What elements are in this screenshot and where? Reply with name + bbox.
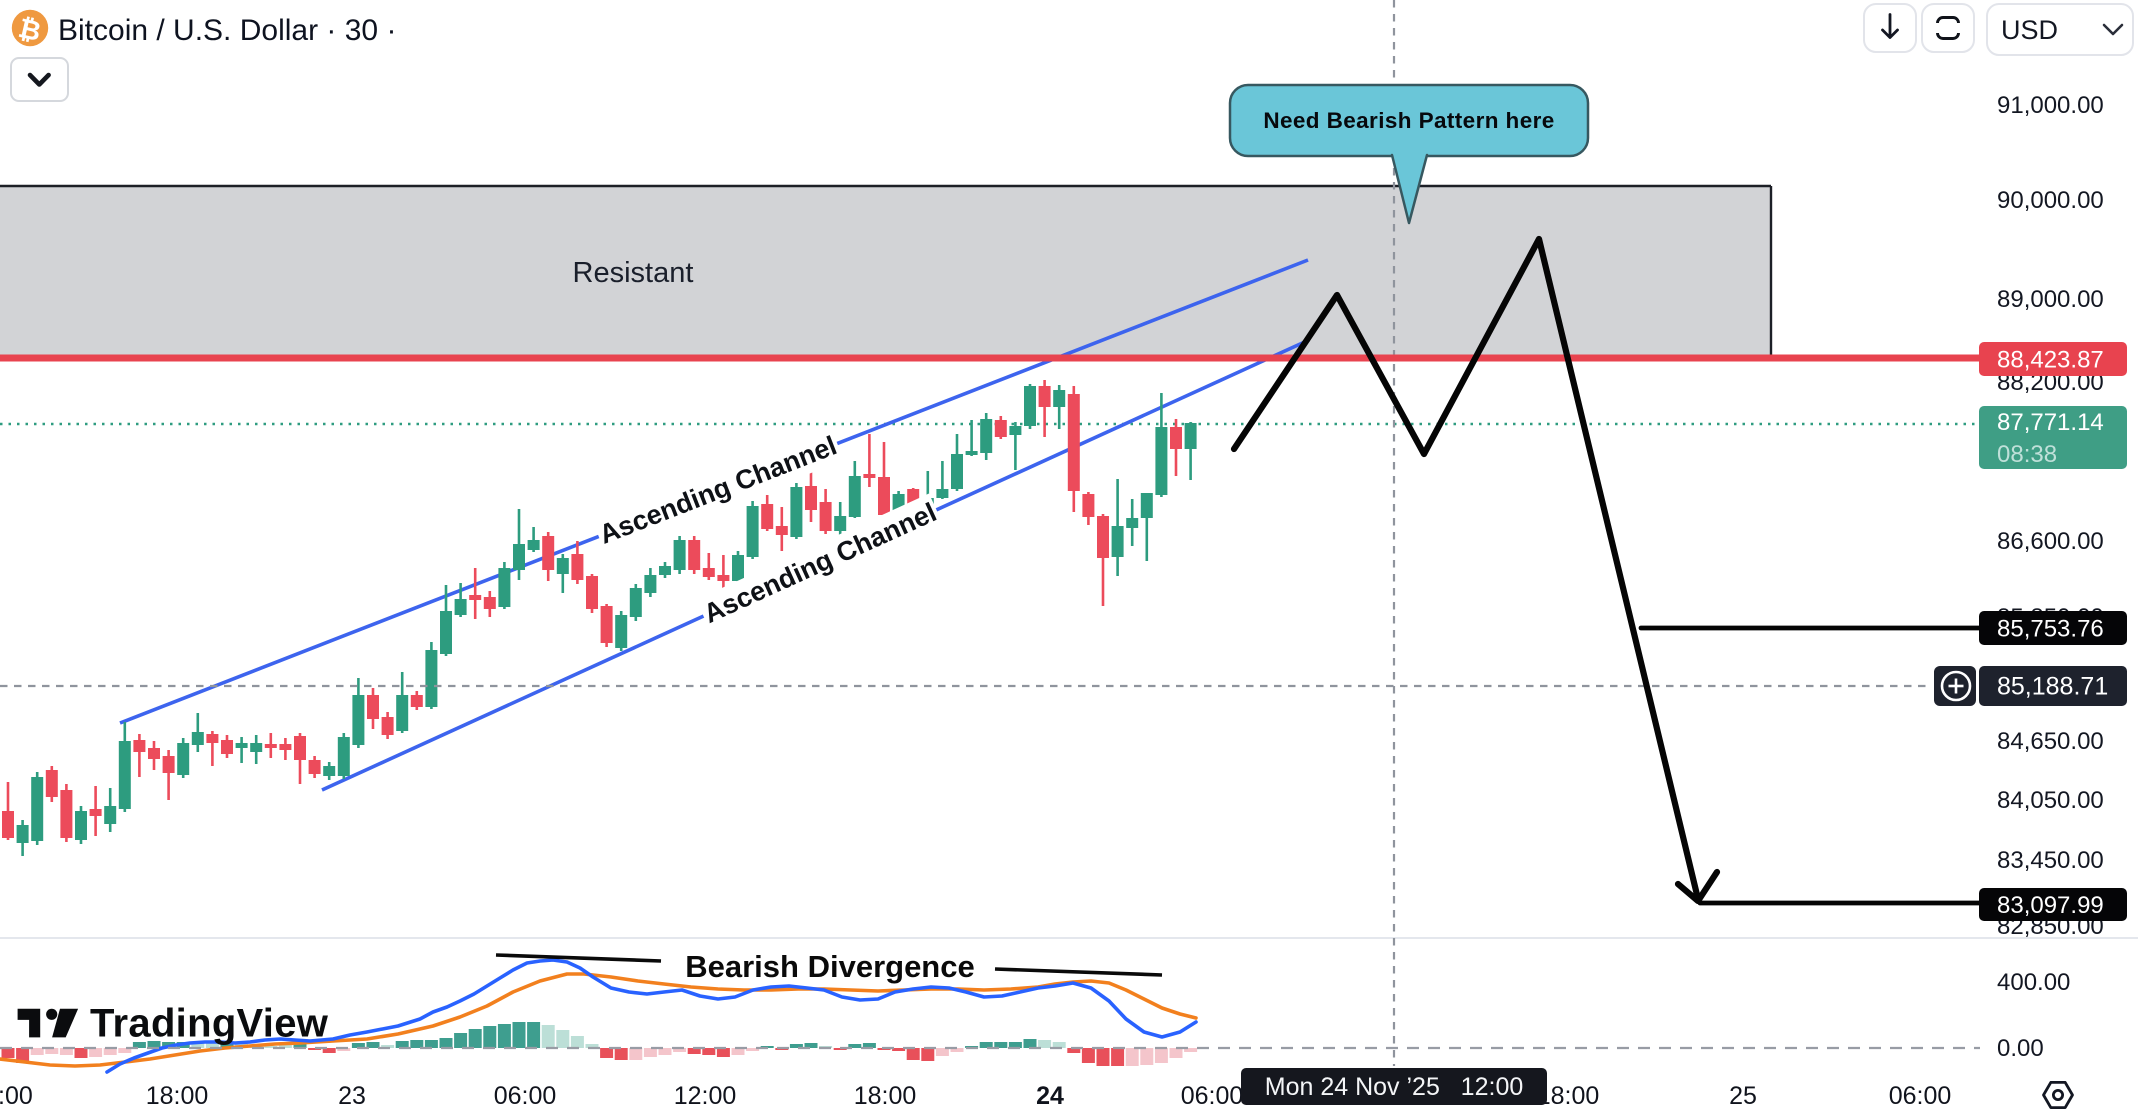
- svg-text:12:00: 12:00: [674, 1082, 737, 1110]
- svg-text:90,000.00: 90,000.00: [1997, 187, 2104, 214]
- svg-text:89,000.00: 89,000.00: [1997, 286, 2104, 313]
- svg-text:85,188.71: 85,188.71: [1997, 673, 2108, 701]
- svg-text:400.00: 400.00: [1997, 969, 2070, 996]
- svg-text:06:00: 06:00: [494, 1082, 557, 1110]
- svg-text:83,450.00: 83,450.00: [1997, 847, 2104, 874]
- svg-text:Need Bearish Pattern here: Need Bearish Pattern here: [1263, 108, 1554, 133]
- svg-text:87,771.14: 87,771.14: [1997, 409, 2104, 436]
- svg-text:08:38: 08:38: [1997, 441, 2057, 468]
- svg-text:86,600.00: 86,600.00: [1997, 528, 2104, 555]
- svg-text:18:00: 18:00: [1537, 1082, 1600, 1110]
- svg-text:84,650.00: 84,650.00: [1997, 728, 2104, 755]
- svg-text:24: 24: [1036, 1082, 1064, 1110]
- svg-text:85,753.76: 85,753.76: [1997, 616, 2104, 643]
- svg-text:Resistant: Resistant: [573, 257, 694, 289]
- svg-text:06:00: 06:00: [1181, 1082, 1244, 1110]
- svg-text:Mon 24 Nov ’25 12:00: Mon 24 Nov ’25 12:00: [1265, 1073, 1524, 1101]
- svg-text:23: 23: [338, 1082, 366, 1110]
- svg-text:18:00: 18:00: [854, 1082, 917, 1110]
- svg-text:06:00: 06:00: [1889, 1082, 1952, 1110]
- svg-text:83,097.99: 83,097.99: [1997, 892, 2104, 919]
- svg-text:0.00: 0.00: [1997, 1035, 2044, 1062]
- svg-text:91,000.00: 91,000.00: [1997, 92, 2104, 119]
- svg-text:Bitcoin / U.S. Dollar · 30 ·: Bitcoin / U.S. Dollar · 30 ·: [58, 14, 396, 47]
- svg-text:18:00: 18:00: [146, 1082, 209, 1110]
- svg-text::00: :00: [0, 1082, 33, 1110]
- svg-text:USD: USD: [2001, 15, 2058, 45]
- svg-text:TradingView: TradingView: [90, 1002, 329, 1046]
- svg-text:84,050.00: 84,050.00: [1997, 787, 2104, 814]
- svg-text:88,423.87: 88,423.87: [1997, 347, 2104, 374]
- svg-text:25: 25: [1729, 1082, 1757, 1110]
- svg-text:Bearish Divergence: Bearish Divergence: [685, 949, 974, 984]
